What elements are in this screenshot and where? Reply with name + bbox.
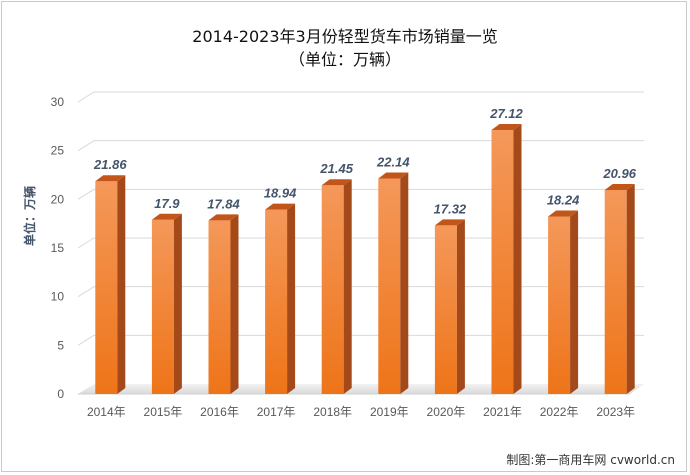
bar-front [151,219,174,394]
bar-top [378,172,409,179]
bar-front [321,185,344,394]
bar-top [491,124,522,131]
bar-side [117,175,126,394]
bar [151,213,182,394]
x-tick-label: 2019年 [370,405,409,419]
bar [548,210,579,394]
bar [491,124,522,395]
y-axis-label: 单位：万辆 [22,186,37,246]
bar-front [491,130,514,395]
bar [95,175,126,394]
y-tick-label: 25 [51,144,65,158]
data-label: 17.9 [154,196,180,211]
y-tick-label: 5 [57,338,64,352]
bar-top [321,179,352,186]
bar-front [208,220,231,394]
x-tick-label: 2021年 [483,405,522,419]
bar [378,172,409,394]
bar-top [265,203,296,210]
bar-side [230,214,239,394]
bar [434,219,465,394]
bar-front [95,181,118,394]
bar-top [604,183,635,190]
bar-side [513,124,522,395]
bar-side [626,183,635,394]
gridline-diagonal [77,91,95,103]
bar [604,183,635,394]
gridline-diagonal [77,237,95,249]
bar-side [400,172,409,394]
y-tick-label: 30 [51,95,65,109]
data-label: 17.84 [207,196,240,211]
y-tick-label: 10 [51,290,65,304]
x-tick-label: 2014年 [87,405,126,419]
bar-top [151,213,182,220]
y-tick-label: 15 [51,241,65,255]
x-tick-label: 2018年 [313,405,352,419]
x-tick-label: 2015年 [144,405,183,419]
x-tick-label: 2022年 [540,405,579,419]
data-label: 27.12 [489,106,523,121]
gridline-diagonal [77,188,95,200]
data-label: 21.45 [319,161,353,176]
chart-title: 2014-2023年3月份轻型货车市场销量一览 [192,27,497,46]
gridline-diagonal [77,334,95,346]
bar-top [548,210,579,217]
y-tick-label: 20 [51,192,65,206]
data-label: 20.96 [602,166,636,181]
bar-top [95,175,126,182]
bar-top [434,219,465,226]
gridline-diagonal [77,140,95,152]
bar [208,214,239,394]
bar-front [265,209,288,394]
bar-side [456,219,465,394]
x-tick-label: 2016年 [200,405,239,419]
bar-front [378,178,401,394]
y-tick-label: 0 [57,387,64,401]
data-label: 21.86 [93,157,127,172]
data-label: 22.14 [376,155,410,170]
data-label: 18.24 [547,192,580,207]
bar-front [548,216,571,394]
bar-top [208,214,239,221]
gridline-diagonal [77,286,95,298]
bar [265,203,296,394]
bar-front [434,225,457,394]
data-label: 17.32 [434,201,467,216]
bar-side [287,203,296,394]
bar [321,179,352,394]
x-tick-label: 2017年 [257,405,296,419]
bar-front [604,189,627,394]
chart-subtitle: （单位：万辆） [289,50,401,69]
x-tick-label: 2020年 [427,405,466,419]
bar-side [343,179,352,394]
credit-text: 制图:第一商用车网 cvworld.cn [506,452,675,467]
bar-side [173,213,182,394]
bar-side [570,210,579,394]
data-label: 18.94 [264,186,297,201]
x-tick-label: 2023年 [596,405,635,419]
